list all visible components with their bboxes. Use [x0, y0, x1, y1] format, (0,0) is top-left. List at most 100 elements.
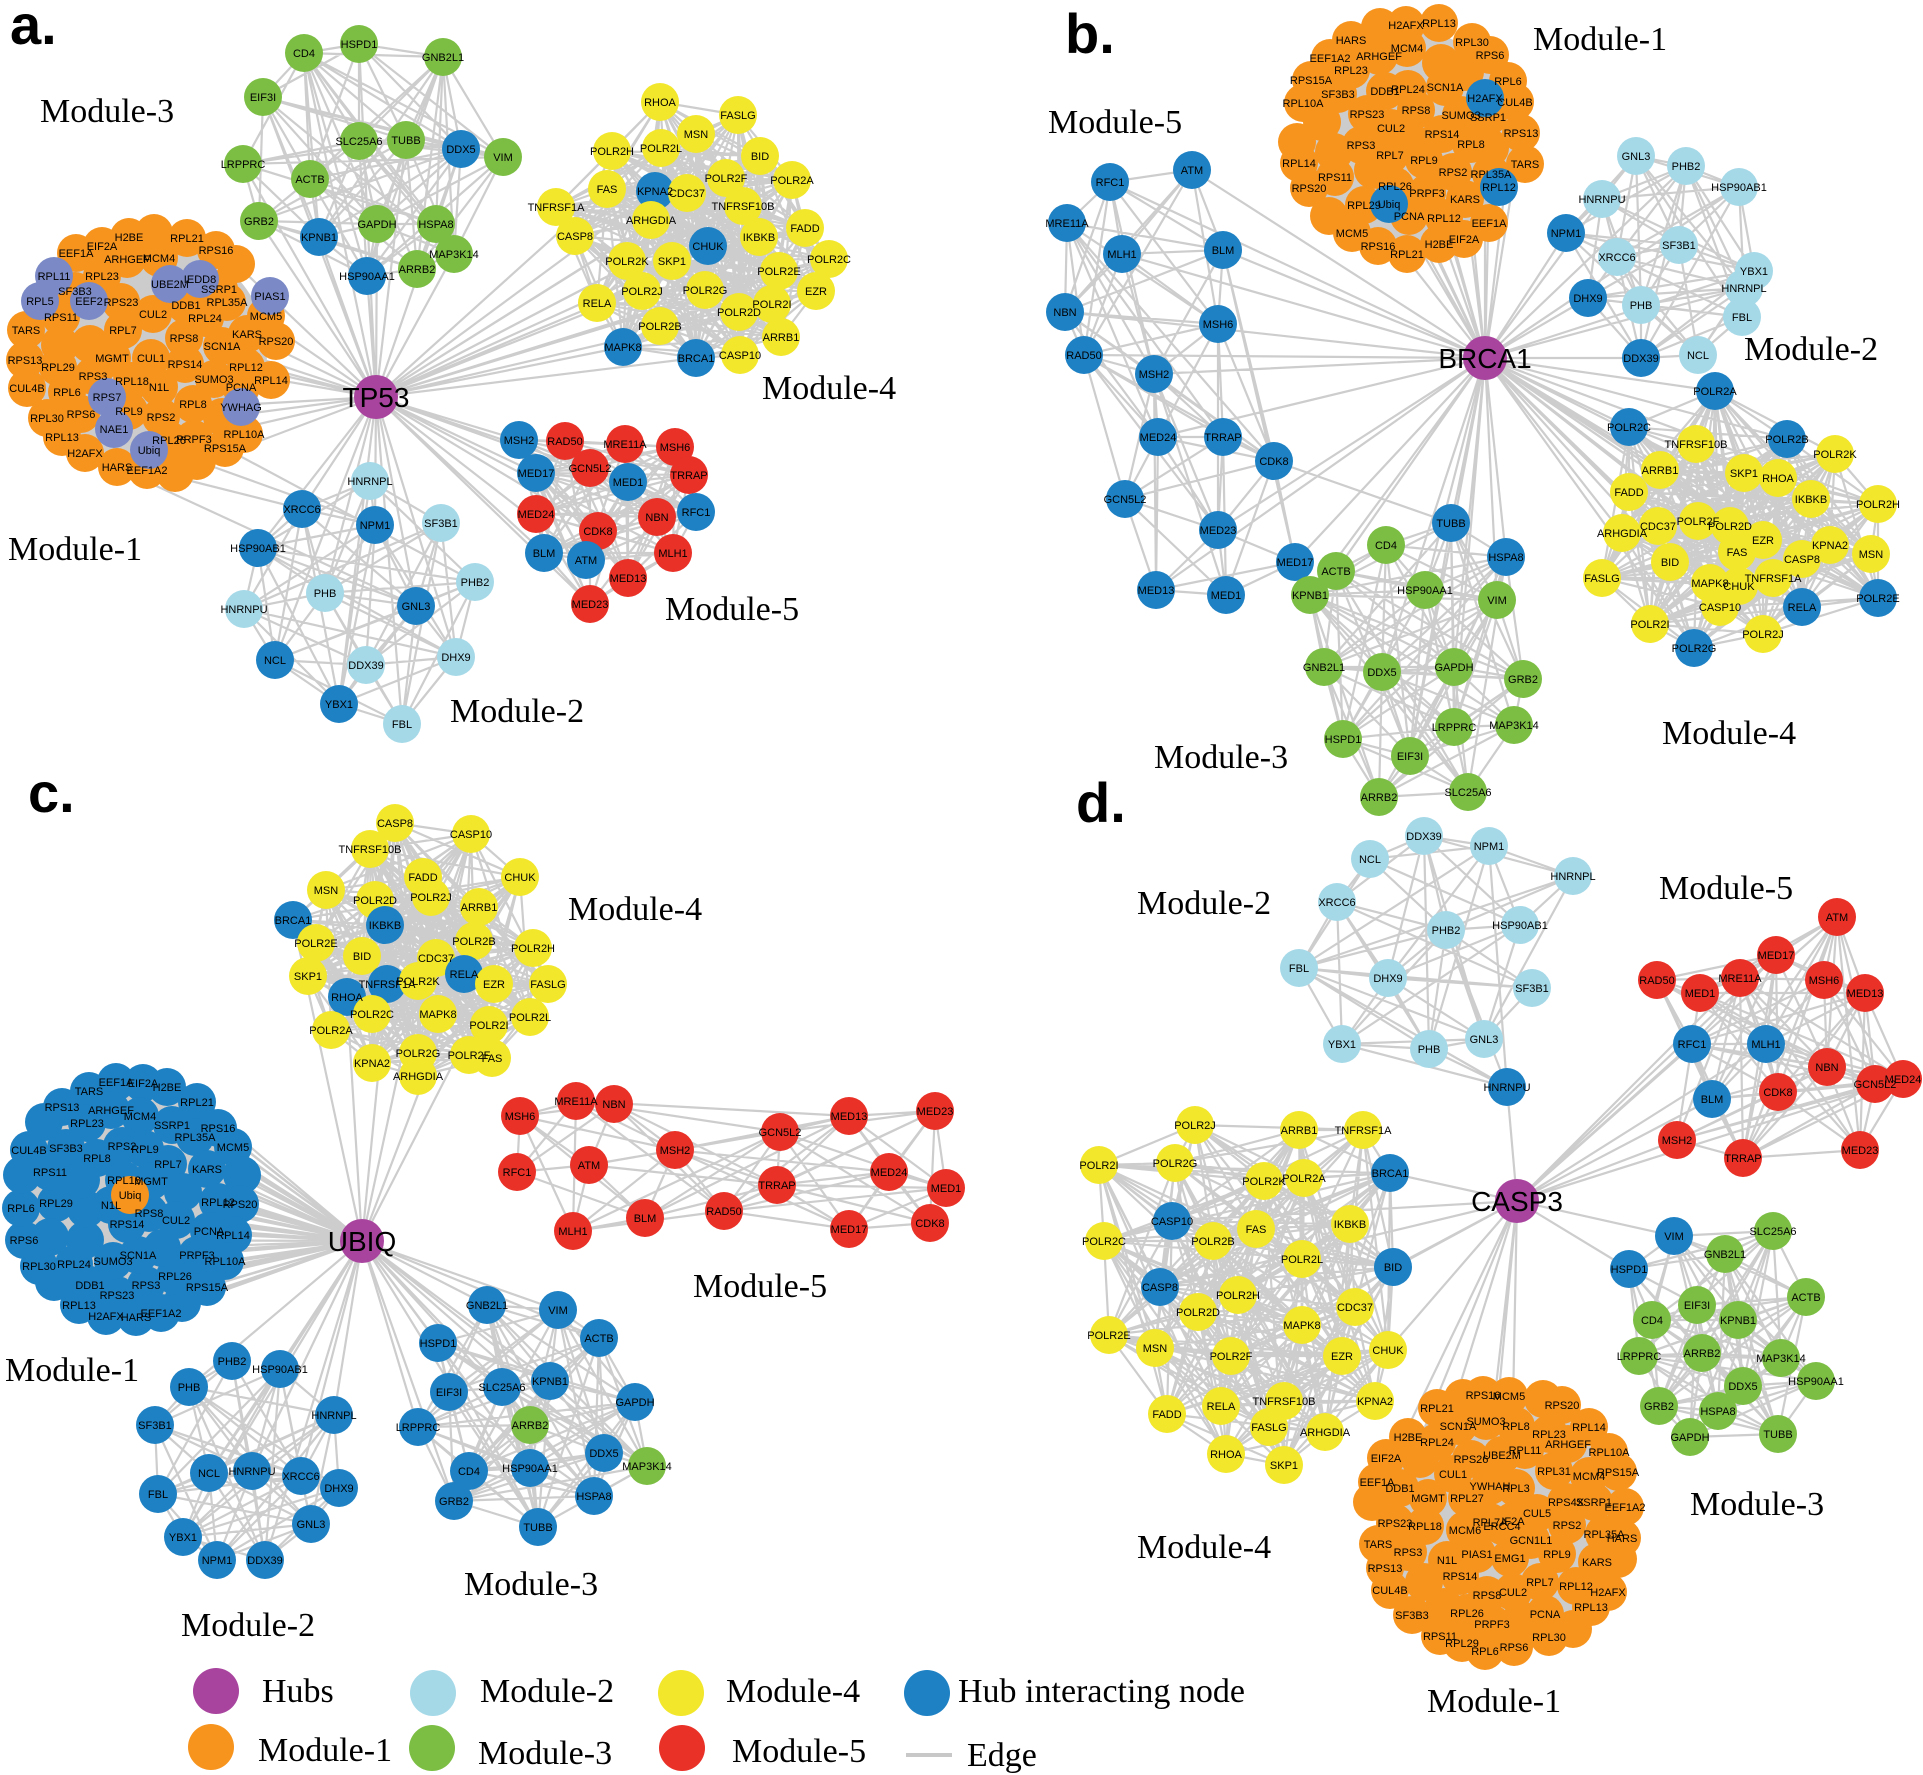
svg-text:RPL24: RPL24: [188, 313, 222, 325]
svg-text:CUL2: CUL2: [139, 309, 167, 321]
svg-text:RPS2: RPS2: [1553, 1520, 1582, 1532]
svg-text:CUL4B: CUL4B: [1497, 97, 1532, 109]
svg-text:DDX5: DDX5: [589, 1448, 618, 1460]
svg-text:RPL3: RPL3: [1502, 1483, 1530, 1495]
svg-text:KPNB1: KPNB1: [301, 232, 337, 244]
svg-text:CASP10: CASP10: [719, 350, 761, 362]
svg-text:ERCC4: ERCC4: [1483, 1521, 1520, 1533]
svg-text:MED23: MED23: [572, 599, 609, 611]
svg-text:MGMT: MGMT: [134, 1176, 168, 1188]
svg-text:RPL7: RPL7: [109, 325, 137, 337]
svg-text:PRPF3: PRPF3: [1409, 188, 1444, 200]
svg-text:GNB2L1: GNB2L1: [422, 52, 464, 64]
svg-text:ARHGDIA: ARHGDIA: [1300, 1427, 1351, 1439]
svg-text:POLR2L: POLR2L: [509, 1012, 551, 1024]
svg-text:EEF1A2: EEF1A2: [127, 465, 168, 477]
svg-text:MAPK8: MAPK8: [1283, 1320, 1320, 1332]
svg-text:MCM5: MCM5: [1336, 228, 1368, 240]
svg-text:SF3B1: SF3B1: [424, 518, 458, 530]
svg-text:SKP1: SKP1: [658, 256, 686, 268]
svg-text:POLR2K: POLR2K: [1813, 449, 1857, 461]
svg-text:EIF3I: EIF3I: [436, 1387, 462, 1399]
svg-text:ARRB2: ARRB2: [512, 1420, 549, 1432]
svg-text:SKP1: SKP1: [294, 971, 322, 983]
svg-text:MRE11A: MRE11A: [1718, 973, 1762, 985]
svg-text:RPL21: RPL21: [1420, 1403, 1454, 1415]
svg-text:RPS6: RPS6: [1500, 1642, 1529, 1654]
svg-text:PCNA: PCNA: [1394, 211, 1425, 223]
svg-text:BLM: BLM: [533, 548, 556, 560]
svg-text:MED17: MED17: [518, 468, 555, 480]
svg-text:MED24: MED24: [871, 1167, 908, 1179]
svg-text:CDK8: CDK8: [915, 1218, 944, 1230]
svg-text:SSRP1: SSRP1: [1576, 1497, 1612, 1509]
svg-text:CHUK: CHUK: [1372, 1345, 1404, 1357]
svg-text:CASP8: CASP8: [1784, 554, 1820, 566]
svg-text:POLR2K: POLR2K: [1242, 1176, 1286, 1188]
svg-text:MLH1: MLH1: [658, 548, 687, 560]
svg-text:HARS: HARS: [102, 462, 133, 474]
svg-text:HNRNPU: HNRNPU: [220, 604, 267, 616]
svg-text:SLC25A6: SLC25A6: [335, 136, 382, 148]
svg-text:POLR2D: POLR2D: [353, 895, 397, 907]
svg-text:HSPD1: HSPD1: [341, 39, 378, 51]
svg-text:RPL8: RPL8: [1502, 1421, 1530, 1433]
svg-text:RPL31: RPL31: [1537, 1466, 1571, 1478]
svg-text:TNFRSF10B: TNFRSF10B: [339, 844, 402, 856]
svg-text:MCM4: MCM4: [124, 1111, 156, 1123]
svg-text:IKBKB: IKBKB: [369, 920, 401, 932]
svg-text:RPS4X: RPS4X: [1548, 1497, 1585, 1509]
svg-text:GRB2: GRB2: [1508, 674, 1538, 686]
svg-text:KARS: KARS: [1582, 1557, 1612, 1569]
svg-text:MED23: MED23: [1200, 525, 1237, 537]
svg-text:RPS13: RPS13: [45, 1102, 80, 1114]
svg-text:RPS16: RPS16: [199, 245, 234, 257]
svg-text:YBX1: YBX1: [1328, 1039, 1356, 1051]
svg-text:RPS2: RPS2: [108, 1141, 137, 1153]
svg-text:RPS3: RPS3: [132, 1280, 161, 1292]
svg-text:POLR2I: POLR2I: [1630, 619, 1669, 631]
svg-text:HNRNPL: HNRNPL: [1721, 283, 1766, 295]
svg-text:RPS20: RPS20: [1292, 183, 1327, 195]
svg-text:RPL24: RPL24: [1420, 1437, 1454, 1449]
svg-text:RPL14: RPL14: [1572, 1422, 1606, 1434]
svg-text:Hub interacting node: Hub interacting node: [958, 1673, 1245, 1710]
svg-text:RPL10A: RPL10A: [205, 1256, 247, 1268]
svg-text:MCM4: MCM4: [1391, 43, 1423, 55]
svg-text:MAP3K14: MAP3K14: [429, 249, 479, 261]
svg-text:RPS15A: RPS15A: [1290, 75, 1333, 87]
svg-text:POLR2E: POLR2E: [1087, 1330, 1130, 1342]
svg-text:RPL13: RPL13: [1422, 18, 1456, 30]
svg-text:YBX1: YBX1: [325, 699, 353, 711]
svg-text:RPL14: RPL14: [216, 1230, 250, 1242]
svg-text:CHUK: CHUK: [504, 872, 536, 884]
svg-text:BRCA1: BRCA1: [275, 915, 312, 927]
svg-text:RPL27: RPL27: [1450, 1493, 1484, 1505]
svg-text:MSN: MSN: [684, 129, 709, 141]
svg-text:IKBKB: IKBKB: [743, 232, 775, 244]
svg-text:RPS20: RPS20: [259, 336, 294, 348]
svg-text:RPL24: RPL24: [1391, 84, 1425, 96]
svg-text:FBL: FBL: [148, 1489, 168, 1501]
svg-text:POLR2C: POLR2C: [1082, 1236, 1126, 1248]
svg-text:POLR2G: POLR2G: [683, 285, 728, 297]
svg-text:EIF2A: EIF2A: [1371, 1453, 1402, 1465]
svg-text:CD4: CD4: [1375, 540, 1397, 552]
svg-text:RPL26: RPL26: [152, 435, 186, 447]
svg-text:DHX9: DHX9: [1573, 293, 1602, 305]
svg-text:H2AFX: H2AFX: [1388, 20, 1424, 32]
svg-text:RAD50: RAD50: [1066, 350, 1101, 362]
svg-text:SUMO3: SUMO3: [93, 1256, 132, 1268]
svg-text:Module-4: Module-4: [762, 370, 896, 407]
svg-text:BRCA1: BRCA1: [1372, 1168, 1409, 1180]
svg-text:SF3B3: SF3B3: [1321, 89, 1355, 101]
svg-text:MCM5: MCM5: [217, 1142, 249, 1154]
svg-text:HARS: HARS: [1607, 1533, 1638, 1545]
svg-text:Module-2: Module-2: [450, 693, 584, 730]
svg-text:DDX5: DDX5: [446, 144, 475, 156]
svg-text:KARS: KARS: [1450, 194, 1480, 206]
svg-text:DHX9: DHX9: [1373, 973, 1402, 985]
svg-text:MAPK8: MAPK8: [604, 342, 641, 354]
svg-text:RFC1: RFC1: [1678, 1039, 1707, 1051]
svg-text:Edge: Edge: [967, 1737, 1037, 1774]
